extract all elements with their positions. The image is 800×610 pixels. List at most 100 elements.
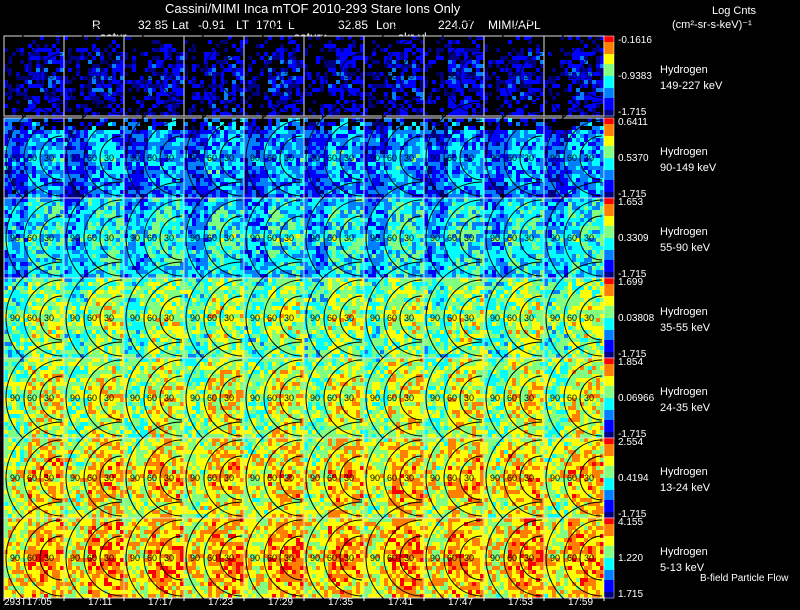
- heatmap-cell: [200, 56, 204, 60]
- heatmap-cell: [136, 84, 140, 88]
- heatmap-cell: [336, 190, 340, 194]
- heatmap-cell: [580, 112, 584, 116]
- heatmap-cell: [40, 96, 44, 100]
- heatmap-cell: [208, 130, 212, 134]
- heatmap-cell: [24, 48, 28, 52]
- heatmap-cell: [40, 56, 44, 60]
- heatmap-cell: [132, 142, 136, 146]
- heatmap-cell: [96, 122, 100, 126]
- heatmap-cell: [496, 96, 500, 100]
- heatmap-cell: [592, 40, 596, 44]
- heatmap-cell: [4, 174, 8, 178]
- heatmap-cell: [232, 108, 236, 112]
- heatmap-cell: [312, 166, 316, 170]
- heatmap-cell: [280, 52, 284, 56]
- heatmap-cell: [240, 170, 244, 174]
- heatmap-cell: [512, 44, 516, 48]
- heatmap-cell: [480, 104, 484, 108]
- heatmap-cell: [344, 44, 348, 48]
- heatmap-cell: [120, 56, 124, 60]
- heatmap-cell: [48, 48, 52, 52]
- heatmap-cell: [308, 44, 312, 48]
- heatmap-cell: [224, 130, 228, 134]
- contour-label: 90: [550, 71, 560, 81]
- heatmap-cell: [96, 56, 100, 60]
- heatmap-cell: [332, 112, 336, 116]
- heatmap-cell: [4, 112, 8, 116]
- heatmap-cell: [360, 182, 364, 186]
- heatmap-cell: [240, 64, 244, 68]
- heatmap-cell: [272, 138, 276, 142]
- heatmap-cell: [200, 104, 204, 108]
- heatmap-cell: [288, 186, 292, 190]
- heatmap-cell: [592, 88, 596, 92]
- heatmap-cell: [252, 84, 256, 88]
- heatmap-cell: [496, 92, 500, 96]
- heatmap-cell: [324, 186, 328, 190]
- heatmap-cell: [324, 126, 328, 130]
- heatmap-cell: [16, 96, 20, 100]
- heatmap-cell: [60, 138, 64, 142]
- heatmap-cell: [80, 134, 84, 138]
- heatmap-cell: [44, 64, 48, 68]
- heatmap-cell: [80, 64, 84, 68]
- heatmap-cell: [60, 72, 64, 76]
- heatmap-cell: [424, 92, 428, 96]
- heatmap-cell: [176, 130, 180, 134]
- heatmap-cell: [136, 170, 140, 174]
- heatmap-cell: [12, 96, 16, 100]
- heatmap-cell: [32, 84, 36, 88]
- heatmap-cell: [56, 104, 60, 108]
- heatmap-cell: [412, 92, 416, 96]
- heatmap-cell: [12, 108, 16, 112]
- heatmap-cell: [236, 154, 240, 158]
- heatmap-cell: [300, 48, 304, 52]
- heatmap-cell: [172, 166, 176, 170]
- heatmap-cell: [156, 146, 160, 150]
- heatmap-cell: [28, 60, 32, 64]
- heatmap-cell: [4, 56, 8, 60]
- heatmap-cell: [84, 96, 88, 100]
- heatmap-cell: [276, 60, 280, 64]
- heatmap-cell: [360, 48, 364, 52]
- heatmap-cell: [32, 166, 36, 170]
- heatmap-cell: [300, 64, 304, 68]
- heatmap-cell: [212, 194, 216, 198]
- heatmap-cell: [276, 88, 280, 92]
- heatmap-cell: [200, 134, 204, 138]
- heatmap-cell: [216, 142, 220, 146]
- heatmap-cell: [280, 96, 284, 100]
- heatmap-cell: [276, 84, 280, 88]
- heatmap-cell: [176, 48, 180, 52]
- heatmap-cell: [416, 88, 420, 92]
- heatmap-cell: [280, 56, 284, 60]
- heatmap-cell: [24, 52, 28, 56]
- heatmap-cell: [388, 100, 392, 104]
- heatmap-cell: [124, 178, 128, 182]
- heatmap-cell: [208, 186, 212, 190]
- heatmap-cell: [296, 60, 300, 64]
- heatmap-cell: [540, 56, 544, 60]
- heatmap-cell: [236, 92, 240, 96]
- heatmap-cell: [112, 44, 116, 48]
- heatmap-cell: [456, 40, 460, 44]
- heatmap-cell: [208, 194, 212, 198]
- heatmap-cell: [292, 138, 296, 142]
- heatmap-cell: [260, 186, 264, 190]
- heatmap-cell: [192, 84, 196, 88]
- heatmap-cell: [136, 138, 140, 142]
- heatmap-cell: [24, 104, 28, 108]
- heatmap-cell: [8, 126, 12, 130]
- heatmap-cell: [240, 174, 244, 178]
- heatmap-cell: [128, 108, 132, 112]
- heatmap-cell: [136, 64, 140, 68]
- heatmap-cell: [472, 60, 476, 64]
- heatmap-cell: [196, 186, 200, 190]
- heatmap-cell: [432, 92, 436, 96]
- heatmap-cell: [500, 76, 504, 80]
- heatmap-cell: [176, 40, 180, 44]
- heatmap-cell: [428, 84, 432, 88]
- heatmap-cell: [96, 178, 100, 182]
- heatmap-cell: [80, 100, 84, 104]
- heatmap-cell: [496, 60, 500, 64]
